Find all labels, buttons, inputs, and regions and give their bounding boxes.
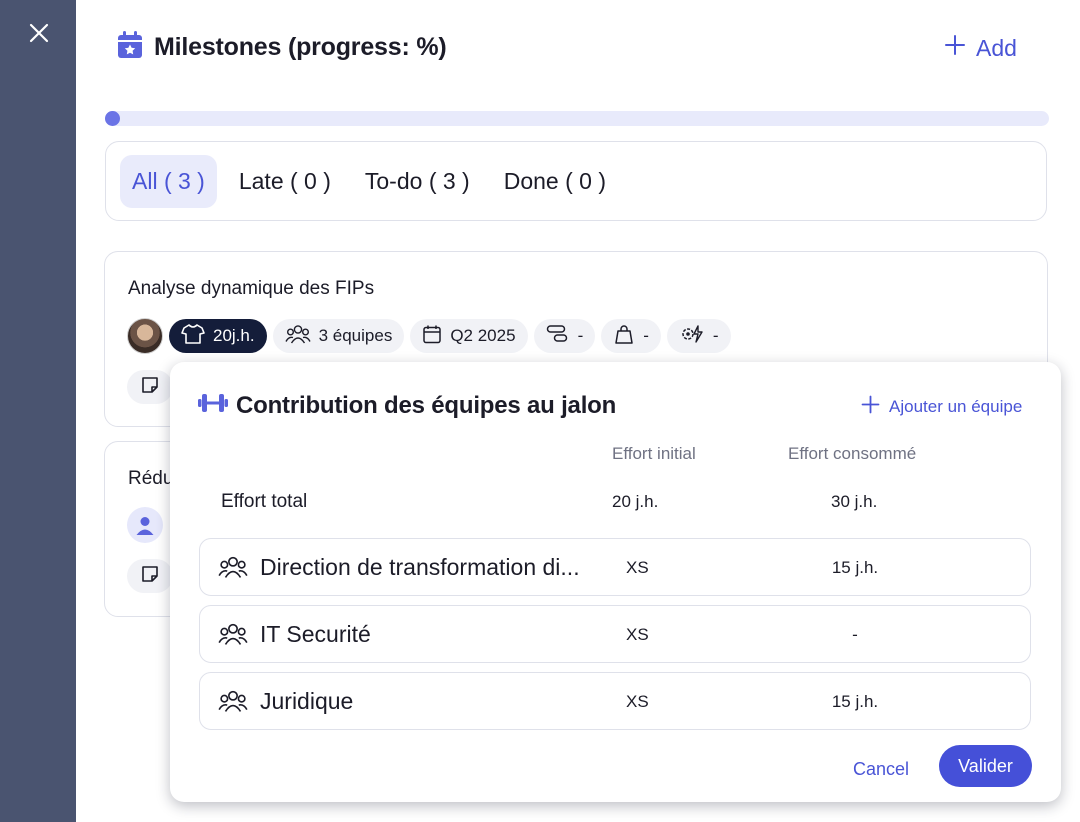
- team-name: IT Securité: [260, 621, 371, 647]
- team-initial-effort: XS: [626, 692, 649, 711]
- team-row[interactable]: IT Securité XS -: [199, 605, 1031, 663]
- team-name: Juridique: [260, 688, 354, 714]
- add-milestone-button[interactable]: Add: [944, 34, 1017, 62]
- avatar[interactable]: [127, 507, 163, 543]
- dumbbell-icon: [197, 390, 229, 421]
- add-team-button[interactable]: Ajouter un équipe: [861, 395, 1022, 419]
- tab-late[interactable]: Late ( 0 ): [238, 167, 331, 194]
- team-icon: [218, 689, 248, 718]
- team-icon: [218, 555, 248, 584]
- status-value: -: [712, 326, 719, 345]
- team-initial-effort: XS: [626, 558, 649, 577]
- close-icon[interactable]: [26, 20, 52, 46]
- team-name: Direction de transformation di...: [260, 554, 580, 580]
- quarter-value: Q2 2025: [450, 326, 516, 345]
- budget-value: -: [643, 326, 649, 345]
- budget-chip[interactable]: -: [601, 319, 661, 353]
- team-consumed-effort: 15 j.h.: [831, 692, 879, 711]
- popover-title: Contribution des équipes au jalon: [236, 391, 617, 419]
- tab-all[interactable]: All ( 3 ): [120, 154, 217, 208]
- status-chip[interactable]: -: [666, 319, 731, 353]
- bag-icon: [613, 323, 635, 350]
- team-icon: [284, 324, 311, 349]
- add-team-label: Ajouter un équipe: [889, 397, 1023, 416]
- roadmap-value: -: [577, 326, 584, 345]
- gear-bolt-icon: [679, 324, 705, 349]
- plus-icon: [944, 34, 966, 62]
- note-icon: [140, 375, 160, 400]
- team-consumed-effort: 15 j.h.: [831, 558, 879, 577]
- team-initial-effort: XS: [626, 625, 649, 644]
- filter-tabs: All ( 3 ) Late ( 0 ) To-do ( 3 ) Done ( …: [105, 141, 1047, 221]
- roadmap-chip[interactable]: -: [533, 319, 596, 353]
- progress-bar: [105, 111, 1049, 126]
- popover-header: Contribution des équipes au jalon: [197, 390, 616, 421]
- total-label: Effort total: [221, 491, 308, 512]
- tab-todo[interactable]: To-do ( 3 ): [364, 167, 470, 194]
- column-header-consumed: Effort consommé: [788, 444, 917, 463]
- calendar-star-icon: [116, 30, 144, 65]
- page-title: Milestones (progress: %): [154, 33, 447, 61]
- quarter-chip[interactable]: Q2 2025: [410, 319, 528, 353]
- cancel-button[interactable]: Cancel: [853, 759, 910, 779]
- teams-count: 3 équipes: [318, 326, 393, 345]
- team-contribution-popover: Contribution des équipes au jalon Ajoute…: [170, 362, 1061, 802]
- avatar[interactable]: [127, 318, 163, 354]
- sidebar: [0, 0, 76, 822]
- roadmap-icon: [546, 324, 570, 349]
- effort-value: 20j.h.: [213, 326, 255, 345]
- teams-chip[interactable]: 3 équipes: [272, 319, 405, 353]
- total-consumed: 30 j.h.: [831, 492, 878, 511]
- team-row[interactable]: Juridique XS 15 j.h.: [199, 672, 1031, 730]
- page-header: Milestones (progress: %): [116, 30, 447, 65]
- progress-bar-fill: [105, 111, 120, 126]
- total-initial: 20 j.h.: [612, 492, 659, 511]
- tab-done[interactable]: Done ( 0 ): [503, 167, 606, 194]
- team-icon: [218, 622, 248, 651]
- column-header-initial: Effort initial: [612, 444, 696, 463]
- add-label: Add: [976, 34, 1017, 61]
- tshirt-icon: [181, 323, 205, 350]
- team-consumed-effort: -: [852, 625, 858, 644]
- note-icon: [140, 564, 160, 589]
- effort-chip[interactable]: 20j.h.: [169, 319, 267, 353]
- milestone-title: Rédu: [128, 468, 174, 489]
- plus-icon: [861, 395, 880, 419]
- submit-button[interactable]: Valider: [939, 745, 1032, 787]
- team-row[interactable]: Direction de transformation di... XS 15 …: [199, 538, 1031, 596]
- calendar-icon: [422, 324, 442, 349]
- notes-button[interactable]: [127, 370, 173, 404]
- milestone-title: Analyse dynamique des FIPs: [128, 278, 375, 299]
- milestone-chips: 20j.h. 3 équipes Q2 2025 -: [127, 318, 731, 354]
- notes-button[interactable]: [127, 559, 173, 593]
